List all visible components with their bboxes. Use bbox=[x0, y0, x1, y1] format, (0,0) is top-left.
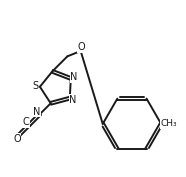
Text: CH₃: CH₃ bbox=[161, 119, 177, 128]
Text: N: N bbox=[69, 95, 77, 105]
Text: N: N bbox=[70, 72, 78, 82]
Text: N: N bbox=[33, 107, 40, 117]
Text: S: S bbox=[32, 81, 39, 91]
Text: O: O bbox=[77, 42, 85, 52]
Text: C: C bbox=[23, 118, 29, 127]
Text: O: O bbox=[13, 134, 21, 144]
